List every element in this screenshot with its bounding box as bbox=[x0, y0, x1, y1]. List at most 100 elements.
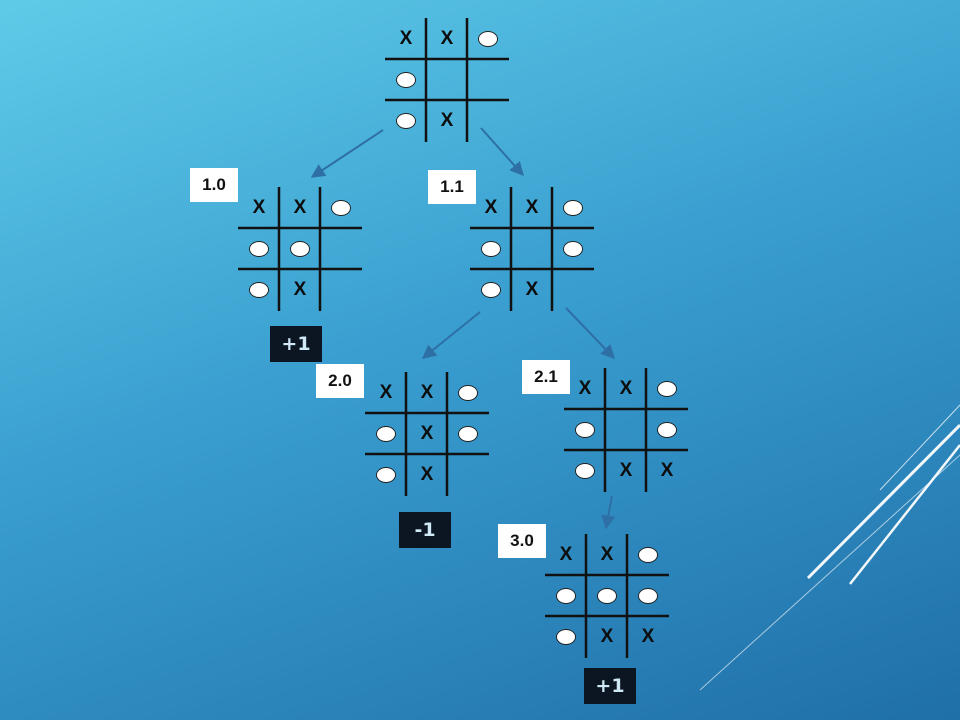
board-cell: X bbox=[366, 373, 406, 413]
o-mark bbox=[458, 426, 478, 442]
board-cell: X bbox=[280, 188, 320, 228]
o-mark bbox=[249, 282, 269, 298]
board-cell: X bbox=[280, 270, 320, 310]
x-mark: X bbox=[420, 423, 434, 444]
decor-line bbox=[699, 454, 960, 691]
board-cell bbox=[546, 617, 586, 657]
x-mark: X bbox=[399, 28, 413, 49]
board-cell bbox=[366, 455, 406, 495]
o-mark bbox=[657, 422, 677, 438]
node-label-1.0: 1.0 bbox=[190, 168, 238, 202]
board-cell: X bbox=[407, 414, 447, 454]
o-mark bbox=[396, 113, 416, 129]
board-cell bbox=[647, 410, 687, 450]
board-cell: X bbox=[587, 617, 627, 657]
board-cell: X bbox=[512, 188, 552, 228]
board-cell bbox=[553, 270, 593, 310]
x-mark: X bbox=[440, 28, 454, 49]
board-cell bbox=[647, 369, 687, 409]
x-mark: X bbox=[252, 197, 266, 218]
x-mark: X bbox=[641, 626, 655, 647]
decor-line bbox=[806, 423, 960, 580]
node-label-1.1: 1.1 bbox=[428, 170, 476, 204]
node-label-2.1: 2.1 bbox=[522, 360, 570, 394]
x-mark: X bbox=[600, 544, 614, 565]
board-cell bbox=[471, 229, 511, 269]
board-cell: X bbox=[427, 19, 467, 59]
o-mark bbox=[249, 241, 269, 257]
board-grid-lines bbox=[365, 372, 489, 496]
edge-arrow-root-to-1.1 bbox=[480, 127, 524, 177]
board-cell bbox=[471, 270, 511, 310]
o-mark bbox=[575, 463, 595, 479]
board-cell bbox=[628, 576, 668, 616]
edge-arrow-1.1-to-2.0 bbox=[421, 311, 481, 359]
o-mark bbox=[575, 422, 595, 438]
board-1.0: X X X bbox=[238, 187, 362, 311]
x-mark: X bbox=[559, 544, 573, 565]
board-cell: X bbox=[628, 617, 668, 657]
edge-arrow-2.1-to-3.0 bbox=[601, 495, 616, 530]
board-1.1: X X X bbox=[470, 187, 594, 311]
x-mark: X bbox=[619, 460, 633, 481]
board-grid-lines bbox=[385, 18, 509, 142]
board-cell: X bbox=[239, 188, 279, 228]
board-cell: X bbox=[606, 451, 646, 491]
score-box-1.0: +1 bbox=[270, 326, 322, 362]
decor-line bbox=[849, 444, 960, 585]
o-mark bbox=[556, 629, 576, 645]
board-cell: X bbox=[386, 19, 426, 59]
board-cell bbox=[321, 270, 361, 310]
score-box-3.0: +1 bbox=[584, 668, 636, 704]
board-cell bbox=[239, 229, 279, 269]
o-mark bbox=[481, 241, 501, 257]
x-mark: X bbox=[420, 464, 434, 485]
o-mark bbox=[563, 241, 583, 257]
edge-arrow-root-to-1.0 bbox=[310, 129, 384, 178]
o-mark bbox=[458, 385, 478, 401]
x-mark: X bbox=[578, 378, 592, 399]
decor-line bbox=[879, 404, 960, 491]
node-label-2.0: 2.0 bbox=[316, 364, 364, 398]
board-cell: X bbox=[512, 270, 552, 310]
o-mark bbox=[597, 588, 617, 604]
x-mark: X bbox=[293, 197, 307, 218]
board-cell: X bbox=[407, 455, 447, 495]
board-cell: X bbox=[647, 451, 687, 491]
board-cell bbox=[468, 60, 508, 100]
x-mark: X bbox=[420, 382, 434, 403]
board-cell bbox=[587, 576, 627, 616]
board-cell bbox=[448, 414, 488, 454]
x-mark: X bbox=[619, 378, 633, 399]
board-cell bbox=[448, 455, 488, 495]
board-cell bbox=[448, 373, 488, 413]
board-cell bbox=[321, 188, 361, 228]
board-cell: X bbox=[565, 369, 605, 409]
o-mark bbox=[376, 426, 396, 442]
o-mark bbox=[331, 200, 351, 216]
board-grid-lines bbox=[470, 187, 594, 311]
board-cell bbox=[366, 414, 406, 454]
board-cell bbox=[553, 229, 593, 269]
o-mark bbox=[657, 381, 677, 397]
board-cell bbox=[468, 101, 508, 141]
board-grid-lines bbox=[545, 534, 669, 658]
o-mark bbox=[481, 282, 501, 298]
o-mark bbox=[556, 588, 576, 604]
o-mark bbox=[563, 200, 583, 216]
o-mark bbox=[396, 72, 416, 88]
x-mark: X bbox=[600, 626, 614, 647]
o-mark bbox=[478, 31, 498, 47]
board-cell: X bbox=[407, 373, 447, 413]
board-cell bbox=[427, 60, 467, 100]
board-cell: X bbox=[587, 535, 627, 575]
o-mark bbox=[638, 588, 658, 604]
board-cell bbox=[628, 535, 668, 575]
x-mark: X bbox=[484, 197, 498, 218]
board-cell bbox=[512, 229, 552, 269]
board-cell bbox=[386, 101, 426, 141]
board-cell bbox=[468, 19, 508, 59]
